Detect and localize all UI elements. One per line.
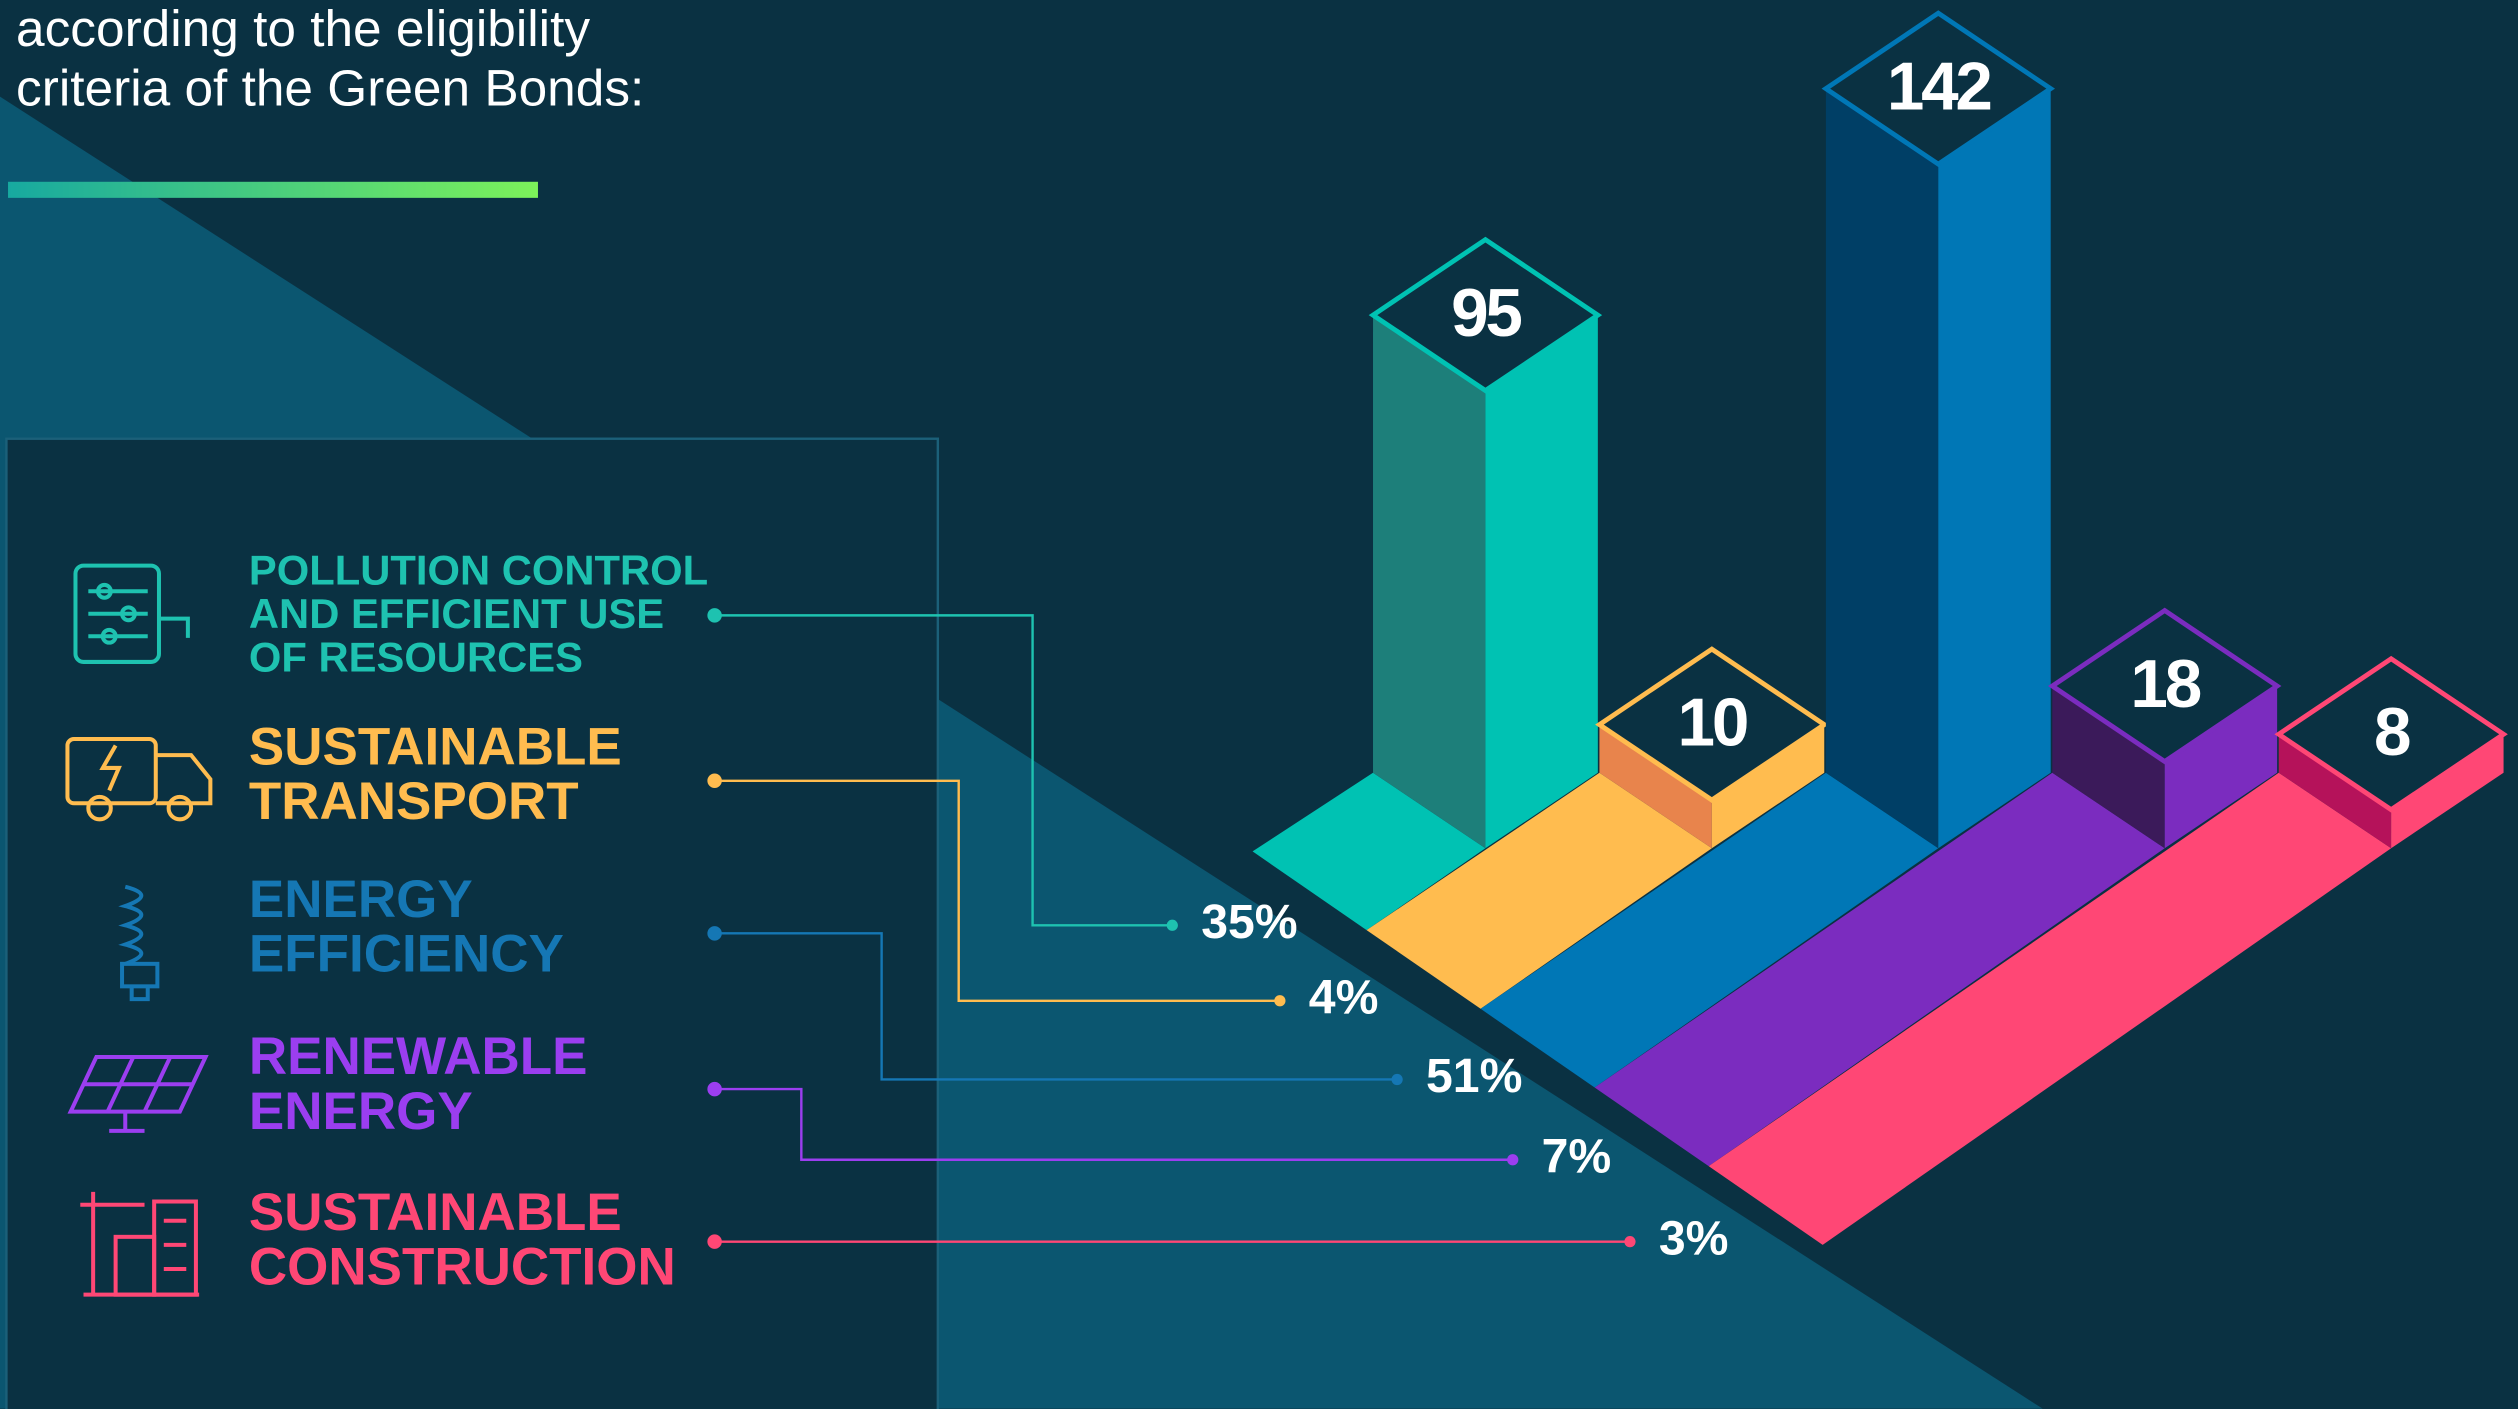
bar-side [1599,724,1712,849]
bar-front [2391,734,2504,849]
category-label: CONSTRUCTION [249,1238,676,1297]
value-label: 10 [1678,686,1747,761]
title-line: criteria of the Green Bonds: [16,58,644,116]
icon-transport [65,737,213,822]
bar-top [2047,607,2282,765]
value-label: 95 [1451,276,1521,351]
category-label: OF RESOURCES [249,633,583,680]
bar-front [2164,686,2278,849]
bar-top [2274,655,2508,813]
share-dot [1166,919,1178,931]
leader-dot [707,926,722,941]
bar-side [2278,734,2392,849]
floor-strip [1708,772,2392,1245]
bar-side [2052,686,2165,849]
category-label: ENERGY [249,870,473,929]
bar-side [1373,315,1486,849]
bar-front [1485,315,1598,849]
icon-pollution [73,563,190,664]
leader-line [714,1087,1513,1161]
leader-line [714,614,1173,927]
share-label: 4% [1309,971,1379,1025]
bar-side [1825,88,1939,849]
icon-solar [67,1054,209,1133]
title-line: according to the eligibility [16,0,590,57]
bar-front [1938,88,2051,849]
accent-line [8,181,538,198]
share-dot [1624,1236,1636,1248]
value-label: 8 [2374,695,2410,770]
leader-dot [707,773,722,789]
leader-dot [707,608,722,623]
share-dot [1507,1154,1519,1166]
share-label: 35% [1201,895,1297,949]
icon-construction [80,1191,200,1297]
leader-line [714,779,1280,1002]
category-label: AND EFFICIENT USE [249,590,664,637]
category-label: TRANSPORT [249,772,579,831]
floor-strip [1366,772,1712,1009]
share-label: 3% [1659,1211,1729,1265]
leader-dot [707,1234,722,1249]
category-label: SUSTAINABLE [249,717,622,776]
icon-bulb [118,884,160,1002]
share-label: 7% [1542,1129,1612,1183]
category-label: ENERGY [249,1082,473,1141]
legend-panel [5,437,940,1409]
value-label: 142 [1887,50,1991,125]
category-label: RENEWABLE [249,1027,588,1086]
bar-front [1711,724,1825,849]
category-label: POLLUTION CONTROL [249,547,708,594]
share-label: 51% [1426,1049,1522,1103]
share-dot [1391,1073,1403,1086]
floor-strip [1594,772,2165,1167]
icons [65,563,213,1297]
floor-strip [1480,772,1939,1088]
leader-line [714,932,1398,1081]
bar-top [1368,236,1603,394]
share-dot [1274,995,1286,1007]
value-label: 18 [2130,647,2200,722]
bar-top [1595,646,1829,803]
leader-dot [707,1081,722,1097]
bar-top [1821,10,2056,168]
category-label: EFFICIENCY [249,924,564,983]
category-label: SUSTAINABLE [249,1183,622,1242]
floor-strip [1252,772,1486,931]
